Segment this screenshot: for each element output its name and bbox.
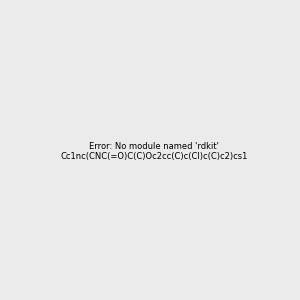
Text: Error: No module named 'rdkit'
Cc1nc(CNC(=O)C(C)Oc2cc(C)c(Cl)c(C)c2)cs1: Error: No module named 'rdkit' Cc1nc(CNC… (60, 142, 248, 161)
